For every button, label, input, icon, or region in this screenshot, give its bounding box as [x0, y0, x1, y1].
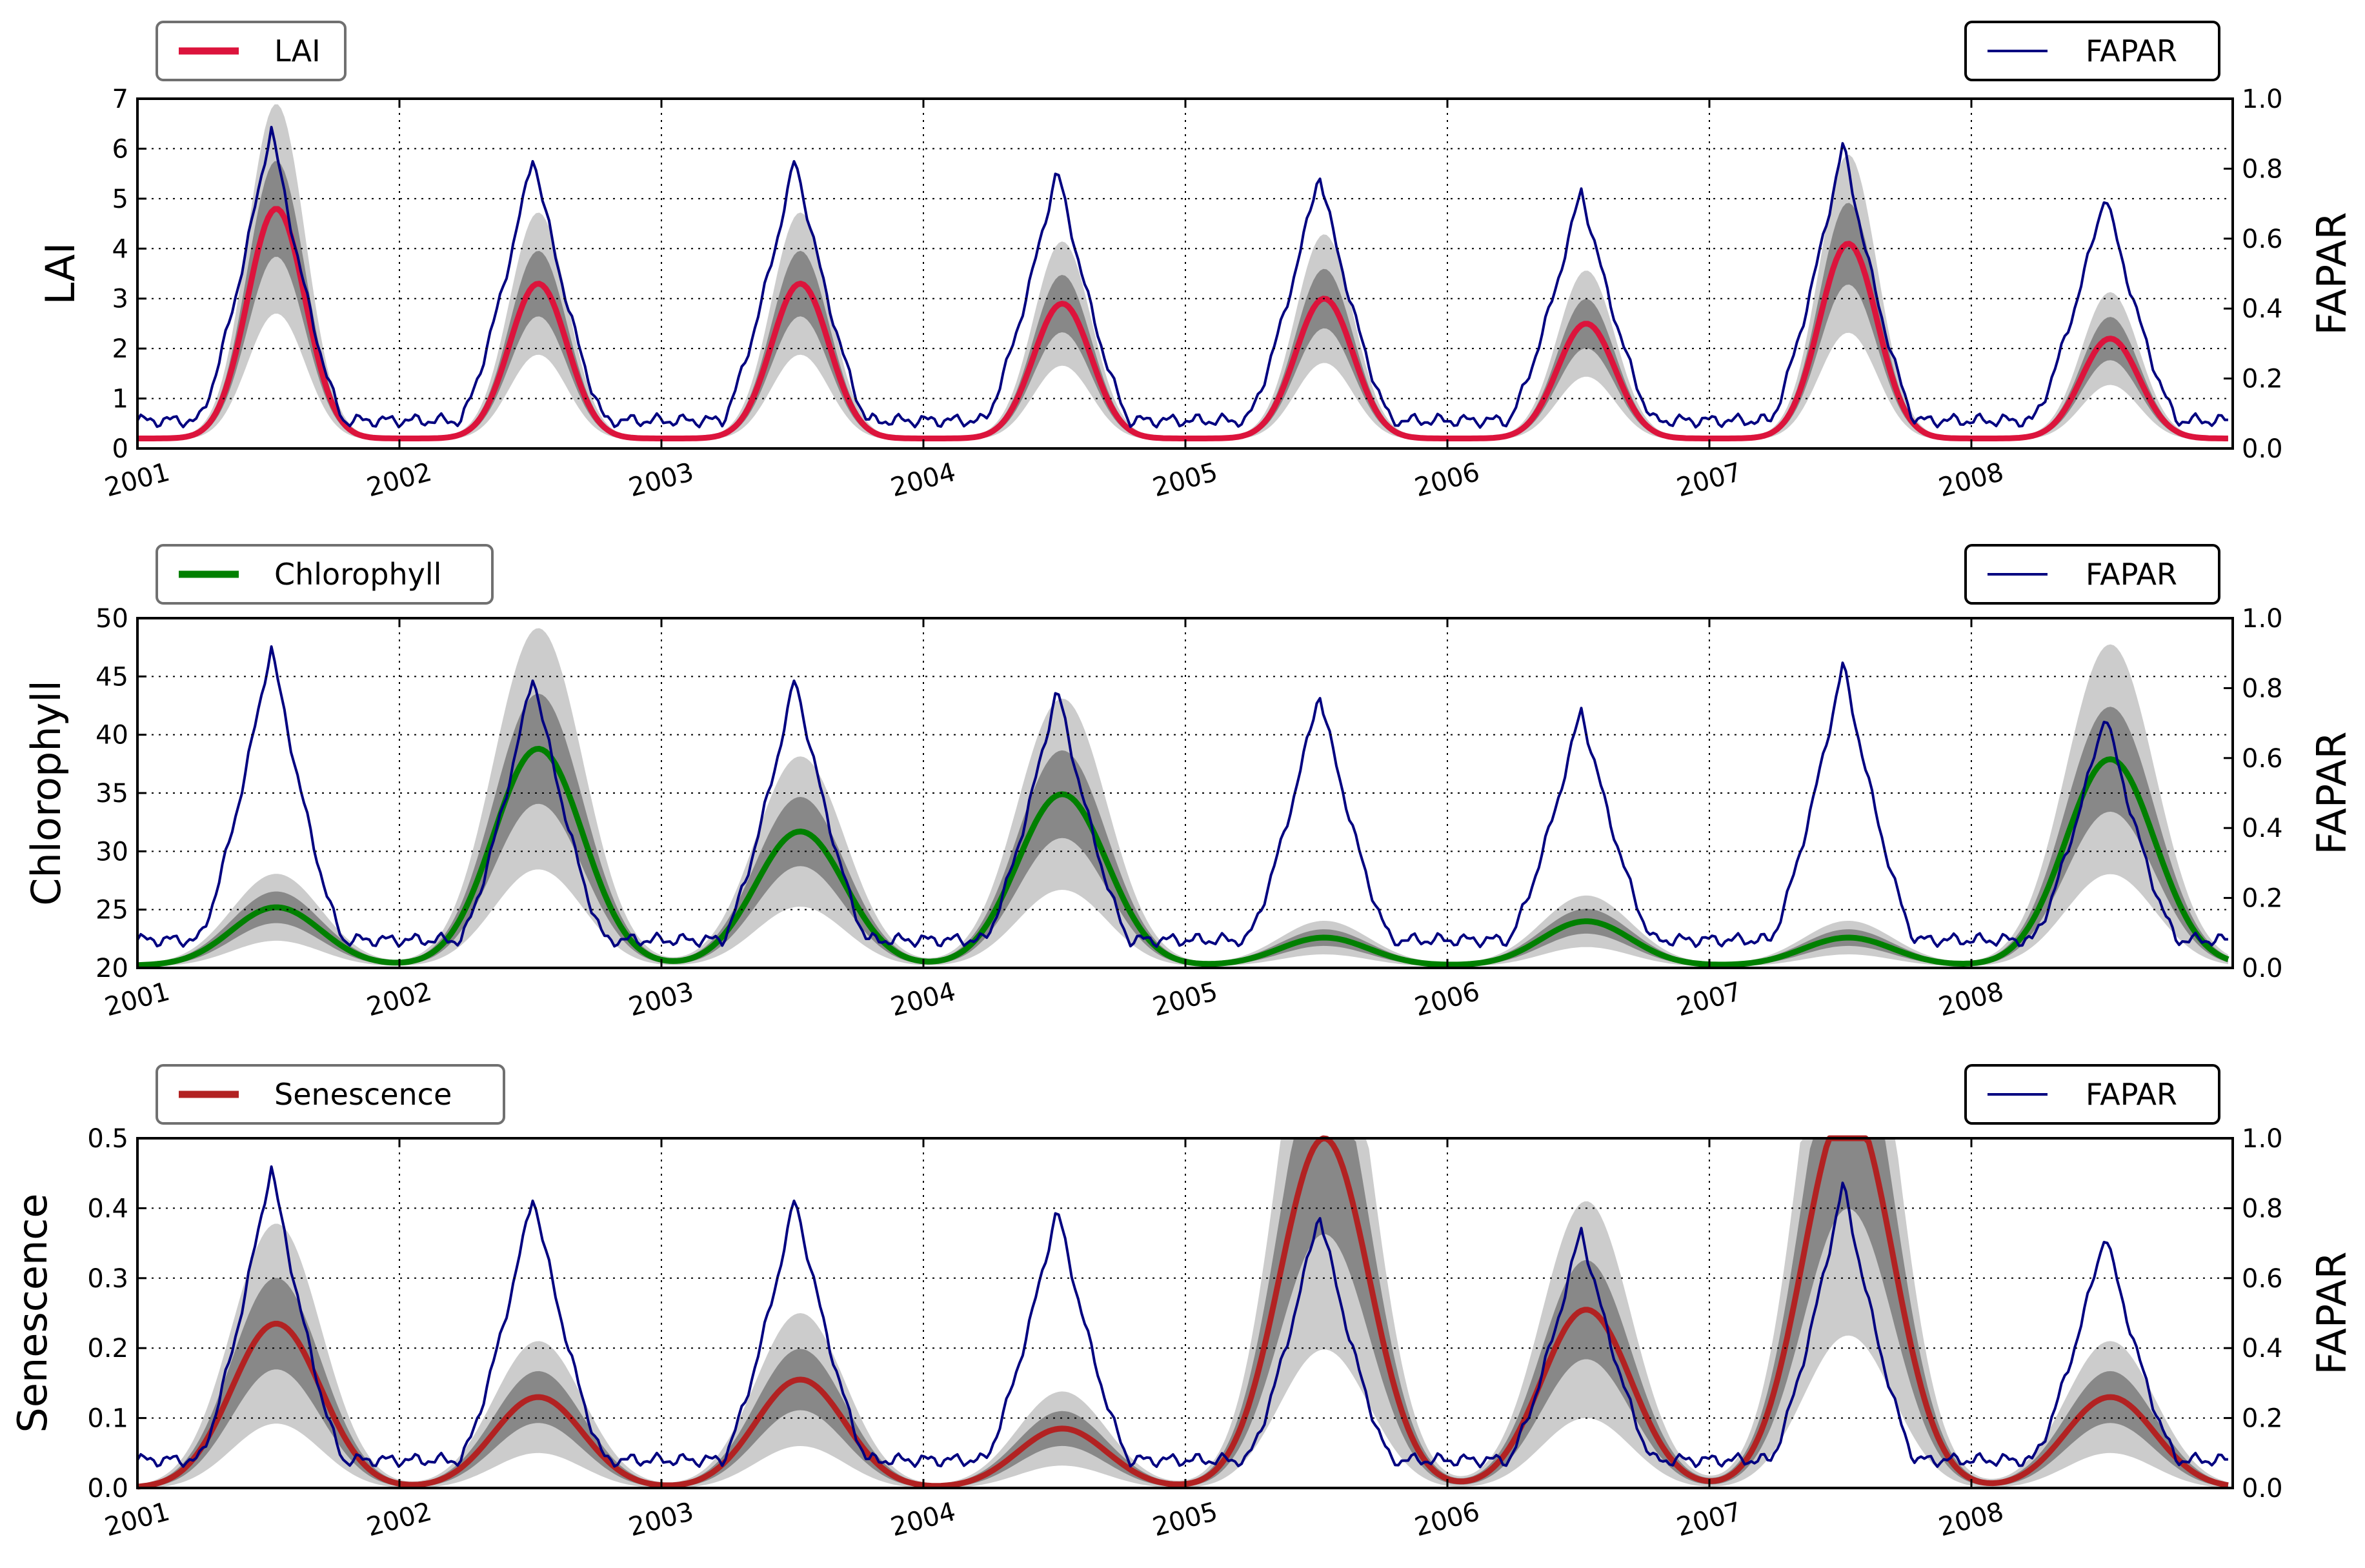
lai-axes-frame — [137, 99, 2233, 448]
lai-fapar-ytick-label: 0.2 — [2242, 365, 2283, 394]
senescence-xtick-label: 2007 — [1674, 1497, 1745, 1543]
chlorophyll-xtick-label: 2007 — [1674, 977, 1745, 1023]
lai-legend-label: LAI — [274, 34, 321, 68]
chlorophyll-fapar-ytick-label: 0.6 — [2242, 744, 2283, 774]
chlorophyll-ytick-label: 35 — [96, 779, 128, 809]
chlorophyll-fapar-ytick-label: 1.0 — [2242, 604, 2283, 634]
lai-fapar-line — [137, 127, 2228, 428]
lai-xtick-label: 2002 — [364, 457, 435, 503]
lai-xtick-label: 2001 — [102, 457, 173, 503]
senescence-uncertainty-outer-band — [137, 1138, 2228, 1488]
chlorophyll-legend-label: Chlorophyll — [274, 557, 441, 592]
senescence-fapar-legend: FAPAR — [1966, 1065, 2219, 1123]
senescence-fapar-ytick-label: 0.4 — [2242, 1334, 2283, 1363]
lai-xtick-label: 2005 — [1150, 457, 1221, 503]
lai-ytick-label: 1 — [112, 385, 128, 414]
senescence-legend: Senescence — [157, 1065, 504, 1123]
lai-xtick-label: 2007 — [1674, 457, 1745, 503]
lai-xtick-label: 2003 — [626, 457, 697, 503]
chlorophyll-fapar-y-label: FAPAR — [2308, 731, 2355, 854]
lai-plot-area — [137, 105, 2228, 440]
chlorophyll-ytick-label: 50 — [96, 604, 128, 634]
chlorophyll-ytick-label: 45 — [96, 662, 128, 692]
lai-xtick-label: 2008 — [1936, 457, 2007, 503]
chlorophyll-fapar-ytick-label: 0.8 — [2242, 674, 2283, 703]
lai-series-line — [137, 209, 2228, 439]
chlorophyll-fapar-ytick-label: 0.0 — [2242, 954, 2283, 983]
senescence-xtick-label: 2004 — [888, 1497, 959, 1543]
senescence-fapar-ytick-label: 0.6 — [2242, 1264, 2283, 1294]
lai-ytick-label: 0 — [112, 434, 128, 464]
chlorophyll-fapar-line — [137, 647, 2228, 947]
senescence-xtick-label: 2001 — [102, 1497, 173, 1543]
chlorophyll-ytick-label: 20 — [96, 954, 128, 983]
lai-ytick-label: 2 — [112, 334, 128, 364]
lai-fapar-ytick-label: 0.0 — [2242, 434, 2283, 464]
lai-xtick-label: 2004 — [888, 457, 959, 503]
chlorophyll-xtick-label: 2003 — [626, 977, 697, 1023]
lai-gridlines — [137, 99, 2233, 448]
lai-fapar-y-label: FAPAR — [2308, 212, 2355, 335]
chlorophyll-y-label: Chlorophyll — [23, 680, 70, 906]
chlorophyll-xtick-label: 2006 — [1412, 977, 1483, 1023]
senescence-xtick-label: 2003 — [626, 1497, 697, 1543]
senescence-xtick-label: 2002 — [364, 1497, 435, 1543]
senescence-ytick-label: 0.2 — [87, 1334, 128, 1363]
senescence-fapar-y-label: FAPAR — [2308, 1251, 2355, 1374]
senescence-fapar-ytick-label: 1.0 — [2242, 1124, 2283, 1154]
lai-fapar-ytick-label: 1.0 — [2242, 85, 2283, 114]
panel-lai: 2001 2002 2003 2004 2005 2006 2007 2008 0 1 2 3 4 5 6 7… — [37, 22, 2355, 503]
chlorophyll-fapar-ytick-label: 0.4 — [2242, 814, 2283, 843]
lai-fapar-ytick-label: 0.6 — [2242, 225, 2283, 254]
senescence-plot-area — [137, 1138, 2228, 1488]
lai-fapar-legend-label: FAPAR — [2086, 34, 2177, 68]
lai-ytick-label: 4 — [112, 234, 128, 264]
chlorophyll-ytick-label: 40 — [96, 721, 128, 750]
lai-fapar-legend: FAPAR — [1966, 22, 2219, 80]
panel-senescence: 2001 2002 2003 2004 2005 2006 2007 2008 0.0 0.1 0.… — [9, 1065, 2355, 1542]
lai-ytick-label: 3 — [112, 285, 128, 314]
senescence-fapar-legend-label: FAPAR — [2086, 1077, 2177, 1112]
chlorophyll-xtick-label: 2001 — [102, 977, 173, 1023]
senescence-legend-label: Senescence — [274, 1077, 452, 1112]
lai-fapar-ytick-label: 0.4 — [2242, 294, 2283, 324]
senescence-xtick-label: 2006 — [1412, 1497, 1483, 1543]
chlorophyll-fapar-legend: FAPAR — [1966, 545, 2219, 603]
chlorophyll-xtick-label: 2005 — [1150, 977, 1221, 1023]
chlorophyll-ytick-label: 25 — [96, 896, 128, 925]
figure: 2001 2002 2003 2004 2005 2006 2007 200801234567… — [0, 0, 2365, 1568]
senescence-ytick-label: 0.0 — [87, 1474, 128, 1503]
chlorophyll-uncertainty-outer-band — [137, 628, 2228, 967]
chlorophyll-xtick-label: 2002 — [364, 977, 435, 1023]
lai-y-label: LAI — [37, 243, 84, 305]
senescence-ytick-label: 0.5 — [87, 1124, 128, 1154]
chlorophyll-ytick-label: 30 — [96, 837, 128, 867]
chlorophyll-xtick-label: 2008 — [1936, 977, 2007, 1023]
lai-legend: LAI — [157, 22, 345, 80]
chlorophyll-fapar-ytick-label: 0.2 — [2242, 884, 2283, 914]
lai-fapar-ytick-label: 0.8 — [2242, 154, 2283, 184]
chlorophyll-xtick-label: 2004 — [888, 977, 959, 1023]
chlorophyll-fapar-legend-label: FAPAR — [2086, 557, 2177, 592]
senescence-ytick-label: 0.4 — [87, 1194, 128, 1223]
senescence-xtick-label: 2008 — [1936, 1497, 2007, 1543]
chlorophyll-legend: Chlorophyll — [157, 545, 492, 603]
lai-ytick-label: 7 — [112, 85, 128, 114]
senescence-fapar-ytick-label: 0.2 — [2242, 1404, 2283, 1434]
lai-ytick-label: 5 — [112, 185, 128, 214]
senescence-ytick-label: 0.1 — [87, 1404, 128, 1434]
lai-uncertainty-outer-band — [137, 105, 2228, 440]
panel-chlorophyll: 2001 2002 2003 2004 2005 2006 2007 2008 20 25 30 35… — [23, 545, 2355, 1022]
senescence-fapar-ytick-label: 0.0 — [2242, 1474, 2283, 1503]
senescence-ytick-label: 0.3 — [87, 1264, 128, 1294]
chlorophyll-plot-area — [137, 628, 2228, 967]
lai-xtick-label: 2006 — [1412, 457, 1483, 503]
lai-ytick-label: 6 — [112, 134, 128, 164]
chlorophyll-series-line — [137, 749, 2228, 965]
senescence-xtick-label: 2005 — [1150, 1497, 1221, 1543]
senescence-y-label: Senescence — [9, 1193, 56, 1432]
senescence-fapar-ytick-label: 0.8 — [2242, 1194, 2283, 1223]
